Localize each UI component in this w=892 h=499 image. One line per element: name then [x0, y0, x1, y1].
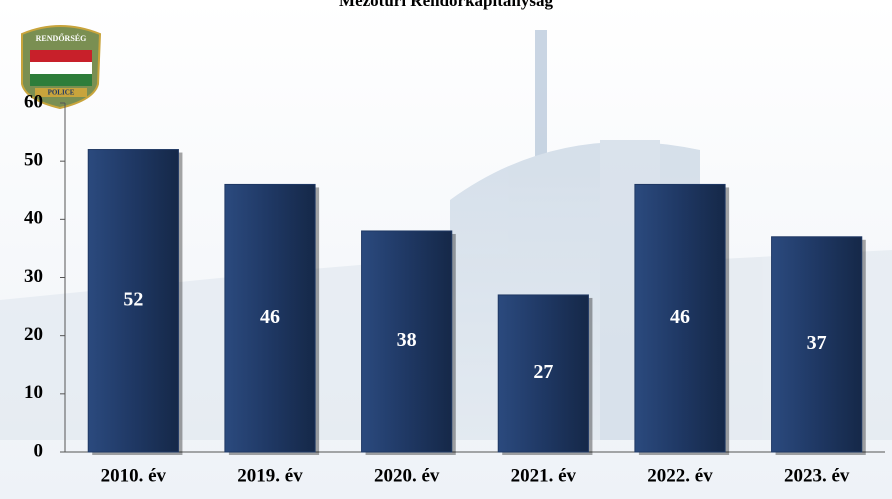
- data-label: 46: [260, 306, 280, 328]
- bar: [87, 149, 179, 453]
- logo-top-text: RENDŐRSÉG: [36, 33, 87, 43]
- data-label: 27: [533, 361, 553, 383]
- x-tick-label: 2022. év: [647, 465, 713, 486]
- logo: RENDŐRSÉG POLICE: [21, 25, 102, 110]
- y-tick-label: 20: [24, 324, 43, 345]
- y-tick-label: 10: [24, 382, 43, 403]
- data-label: 37: [807, 332, 827, 354]
- bar: [224, 183, 316, 453]
- bar: [771, 236, 863, 453]
- data-label: 38: [397, 329, 417, 351]
- bar: [361, 230, 453, 453]
- bar: [497, 294, 589, 453]
- logo-bottom-text: POLICE: [48, 89, 75, 97]
- bar: [634, 183, 726, 453]
- data-label: 46: [670, 306, 690, 328]
- y-tick-label: 50: [24, 150, 43, 171]
- data-label: 52: [123, 288, 143, 310]
- x-tick-label: 2019. év: [237, 465, 303, 486]
- chart-title: Mezőtúri Rendőrkapitányság: [339, 0, 553, 10]
- x-tick-label: 2020. év: [374, 465, 440, 486]
- y-tick-label: 60: [24, 91, 43, 112]
- y-tick-label: 30: [24, 266, 43, 287]
- x-tick-label: 2023. év: [784, 465, 850, 486]
- y-tick-label: 40: [24, 208, 43, 229]
- x-tick-label: 2021. év: [511, 465, 577, 486]
- y-tick-label: 0: [34, 440, 44, 461]
- x-tick-label: 2010. év: [101, 465, 167, 486]
